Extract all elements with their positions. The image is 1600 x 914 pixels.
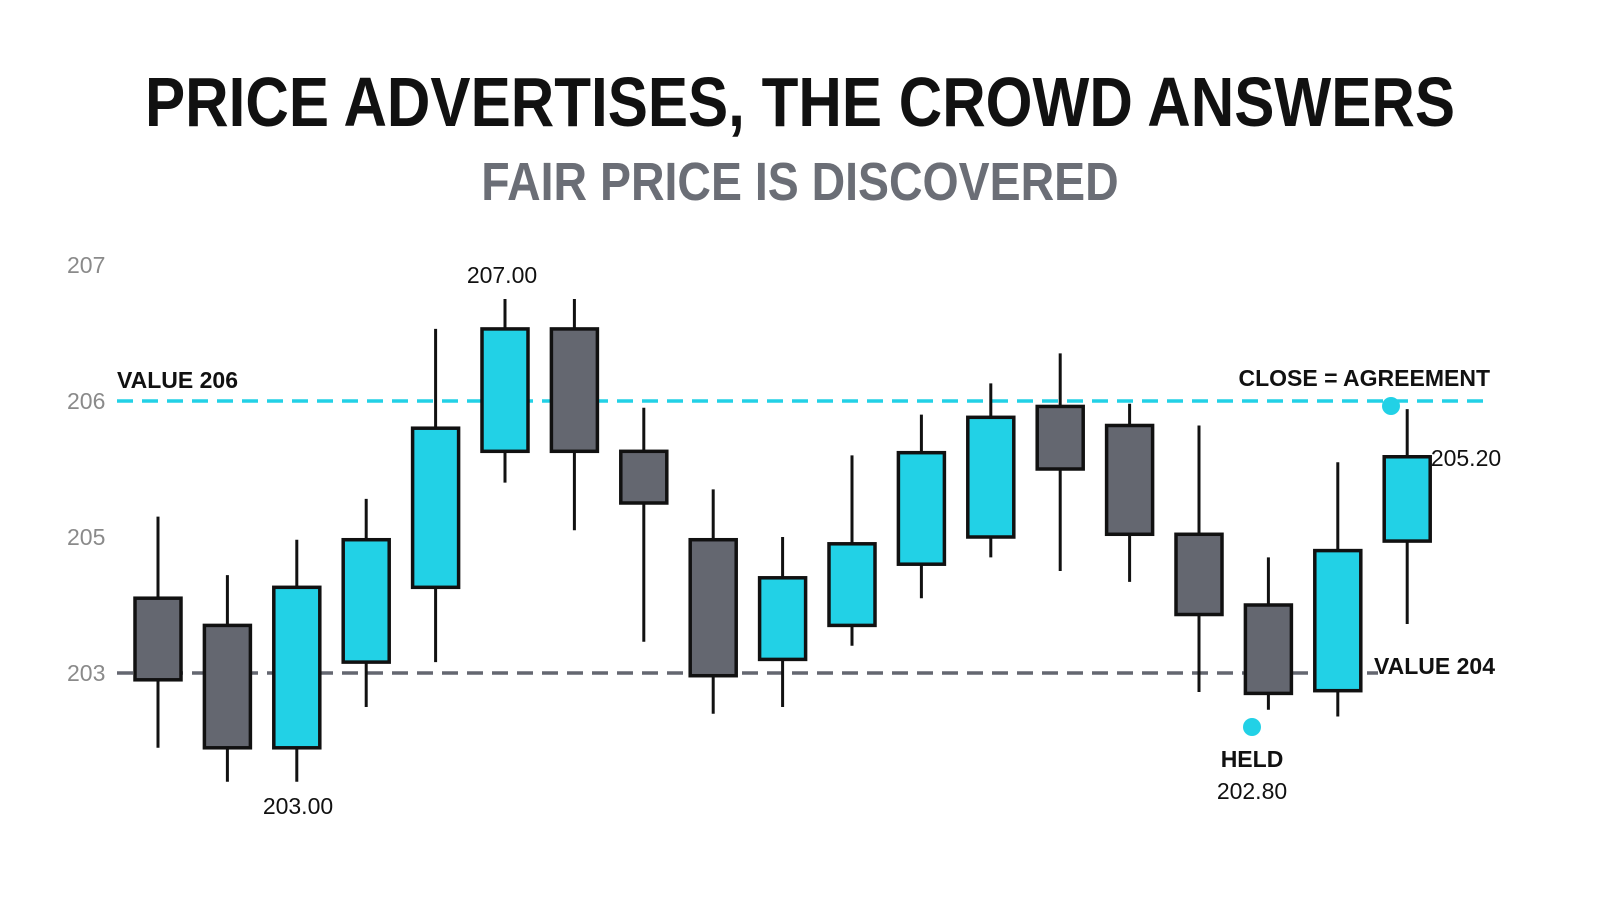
candle	[410, 328, 461, 663]
candle	[202, 575, 253, 782]
y-tick-label: 207	[67, 252, 105, 278]
candle-body-bearish	[202, 623, 253, 750]
candle-body-bearish	[688, 537, 738, 678]
candle-body-bearish	[1174, 532, 1224, 617]
y-tick-label: 203	[67, 660, 105, 686]
candle-body-bullish	[341, 537, 391, 664]
candle-body-bearish	[1035, 404, 1085, 471]
candle-body-bullish	[966, 415, 1016, 539]
close-agreement-label: CLOSE = AGREEMENT	[1238, 365, 1490, 391]
candle	[757, 537, 808, 707]
candle	[1104, 403, 1155, 582]
held-label: HELD	[1221, 746, 1284, 772]
candle	[272, 539, 322, 782]
candle-body-bearish	[549, 327, 600, 454]
candle-body-bullish	[272, 585, 322, 750]
candle-body-bullish	[410, 426, 461, 590]
chart-title: PRICE ADVERTISES, THE CROWD ANSWERS	[144, 63, 1455, 141]
candle	[133, 516, 183, 748]
candle	[688, 489, 738, 714]
candle-body-bullish	[757, 576, 808, 662]
candle-body-bearish	[1104, 423, 1155, 537]
candle	[1382, 409, 1432, 625]
close-price-label: 205.20	[1431, 445, 1501, 471]
candle	[1313, 462, 1363, 717]
y-tick-label: 206	[67, 388, 105, 414]
candle-body-bearish	[619, 449, 669, 505]
held-marker	[1243, 718, 1261, 736]
candle-body-bearish	[133, 596, 183, 682]
candle	[619, 407, 669, 642]
candle-body-bearish	[1243, 603, 1294, 696]
y-tick-label: 205	[67, 524, 105, 550]
candle	[827, 455, 877, 646]
candle	[966, 383, 1016, 558]
candle-body-bullish	[1313, 548, 1363, 693]
close-agreement-marker	[1382, 397, 1400, 415]
candle	[549, 299, 600, 531]
candle-body-bullish	[896, 450, 947, 566]
low-price-label: 203.00	[263, 793, 333, 819]
candle-body-bullish	[827, 542, 877, 628]
candle	[896, 414, 947, 599]
chart-subtitle: FAIR PRICE IS DISCOVERED	[481, 152, 1119, 212]
candle	[341, 498, 391, 707]
candle	[480, 299, 530, 483]
value-206-label: VALUE 206	[117, 367, 238, 393]
value-204-label: VALUE 204	[1374, 653, 1495, 679]
held-price-label: 202.80	[1217, 778, 1287, 804]
candle-body-bullish	[1382, 455, 1432, 543]
candle-body-bullish	[480, 327, 530, 454]
candle	[1174, 425, 1224, 693]
candle	[1243, 557, 1294, 710]
high-price-label: 207.00	[467, 262, 537, 288]
candle	[1035, 353, 1085, 571]
